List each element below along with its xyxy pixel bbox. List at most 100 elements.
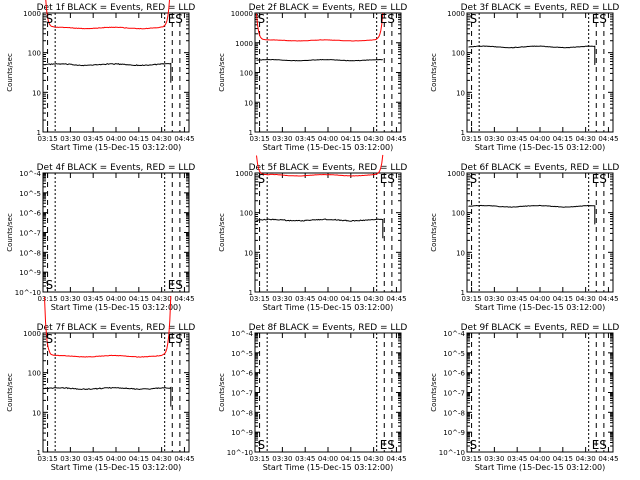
- y-tick-label: 10^-8: [19, 249, 41, 257]
- y-tick-label: 10: [244, 99, 253, 107]
- y-tick-label: 10: [456, 89, 465, 97]
- plot-frame: [466, 172, 614, 293]
- x-tick-label: 03:15: [461, 455, 481, 463]
- x-tick-label: 04:30: [152, 295, 172, 303]
- x-tick-label: 04:00: [318, 455, 338, 463]
- end-marker-label: ES: [380, 12, 395, 26]
- series-line-lld: [256, 154, 384, 177]
- x-tick-label: 03:45: [83, 295, 103, 303]
- y-tick-label: 10: [32, 409, 41, 417]
- x-tick-label: 03:30: [60, 135, 80, 143]
- panel-title: Det 4f BLACK = Events, RED = LLD: [37, 163, 196, 173]
- x-axis-label: Start Time (15-Dec-15 03:12:00): [51, 303, 182, 312]
- x-tick-label: 04:15: [129, 295, 149, 303]
- x-tick-label: 04:00: [106, 295, 126, 303]
- x-tick-label: 03:30: [60, 455, 80, 463]
- start-marker-label: S: [258, 12, 266, 26]
- y-tick-label: 10: [244, 249, 253, 257]
- detector-panel-6: Det 6f BLACK = Events, RED = LLD 1 10 100 10…: [430, 163, 619, 312]
- y-tick-label: 10^-10: [227, 449, 253, 457]
- x-tick-label: 04:30: [364, 295, 384, 303]
- x-tick-label: 03:30: [272, 455, 292, 463]
- x-tick-label: 04:00: [530, 295, 550, 303]
- x-axis-label: Start Time (15-Dec-15 03:12:00): [475, 143, 606, 152]
- x-tick-label: 03:15: [37, 455, 57, 463]
- start-marker-label: S: [46, 332, 54, 346]
- y-tick-label: 10000: [231, 10, 253, 18]
- x-tick-label: 03:15: [249, 135, 269, 143]
- x-tick-label: 03:45: [295, 455, 315, 463]
- series-line-events: [468, 45, 596, 65]
- x-tick-label: 04:00: [530, 455, 550, 463]
- x-axis-label: Start Time (15-Dec-15 03:12:00): [263, 143, 394, 152]
- end-marker-label: ES: [168, 12, 183, 26]
- y-tick-label: 10^-8: [231, 409, 253, 417]
- x-tick-label: 04:30: [576, 135, 596, 143]
- end-marker-label: ES: [168, 332, 183, 346]
- start-marker-label: S: [470, 172, 478, 186]
- x-tick-label: 04:15: [553, 455, 573, 463]
- x-tick-label: 04:15: [553, 295, 573, 303]
- detector-panel-7: Det 7f BLACK = Events, RED = LLD 1 10 100 10…: [6, 295, 195, 472]
- start-marker-label: S: [46, 278, 54, 292]
- x-tick-label: 04:30: [152, 455, 172, 463]
- plot-frame: [254, 12, 402, 133]
- x-axis-label: Start Time (15-Dec-15 03:12:00): [51, 463, 182, 472]
- series-line-lld: [45, 0, 170, 30]
- x-tick-label: 04:30: [576, 455, 596, 463]
- series-line-lld: [44, 295, 172, 358]
- y-tick-label: 10^-6: [19, 210, 41, 218]
- y-tick-label: 1: [37, 449, 41, 457]
- x-tick-label: 04:15: [341, 135, 361, 143]
- panel-title: Det 2f BLACK = Events, RED = LLD: [249, 3, 408, 13]
- x-tick-label: 03:30: [484, 295, 504, 303]
- y-tick-label: 10^-7: [443, 390, 465, 398]
- x-tick-label: 04:00: [106, 135, 126, 143]
- x-axis-label: Start Time (15-Dec-15 03:12:00): [51, 143, 182, 152]
- x-tick-label: 03:15: [461, 135, 481, 143]
- x-tick-label: 04:00: [530, 135, 550, 143]
- start-marker-label: S: [258, 172, 266, 186]
- plot-frame: [466, 332, 614, 453]
- x-tick-label: 04:30: [152, 135, 172, 143]
- y-tick-label: 100: [452, 210, 465, 218]
- y-tick-label: 10^-7: [19, 230, 41, 238]
- x-tick-label: 04:30: [576, 295, 596, 303]
- x-tick-label: 04:45: [174, 455, 194, 463]
- y-axis-label: Counts/sec: [430, 373, 438, 412]
- y-tick-label: 10^-6: [231, 370, 253, 378]
- y-tick-label: 1: [37, 129, 41, 137]
- x-tick-label: 04:45: [598, 295, 618, 303]
- x-axis-label: Start Time (15-Dec-15 03:12:00): [475, 463, 606, 472]
- x-tick-label: 04:00: [318, 295, 338, 303]
- panel-title: Det 1f BLACK = Events, RED = LLD: [37, 3, 196, 13]
- series-line-events: [256, 218, 384, 239]
- y-axis-label: Counts/sec: [218, 213, 226, 252]
- y-tick-label: 10^-6: [443, 370, 465, 378]
- y-tick-label: 1000: [447, 10, 465, 18]
- panel-title: Det 9f BLACK = Events, RED = LLD: [461, 323, 620, 333]
- x-axis-label: Start Time (15-Dec-15 03:12:00): [475, 303, 606, 312]
- x-tick-label: 03:45: [83, 455, 103, 463]
- y-tick-label: 1000: [235, 170, 253, 178]
- x-axis-label: Start Time (15-Dec-15 03:12:00): [263, 303, 394, 312]
- y-axis-label: Counts/sec: [6, 53, 14, 92]
- y-tick-label: 10^-7: [231, 390, 253, 398]
- detector-panel-4: Det 4f BLACK = Events, RED = LLD 10^-10 10…: [6, 163, 195, 312]
- y-tick-label: 10^-5: [231, 350, 253, 358]
- y-tick-label: 1000: [23, 10, 41, 18]
- plot-frame: [254, 172, 402, 293]
- y-tick-label: 1: [249, 289, 253, 297]
- x-tick-label: 04:45: [386, 135, 406, 143]
- y-axis-label: Counts/sec: [6, 213, 14, 252]
- x-tick-label: 04:15: [129, 455, 149, 463]
- series-line-events: [256, 58, 383, 62]
- y-tick-label: 10^-9: [443, 429, 465, 437]
- plot-frame: [254, 332, 402, 453]
- y-tick-label: 1: [461, 289, 465, 297]
- x-tick-label: 04:45: [386, 295, 406, 303]
- y-tick-label: 1: [249, 129, 253, 137]
- x-tick-label: 03:15: [249, 295, 269, 303]
- y-tick-label: 10^-8: [443, 409, 465, 417]
- y-tick-label: 10^-9: [231, 429, 253, 437]
